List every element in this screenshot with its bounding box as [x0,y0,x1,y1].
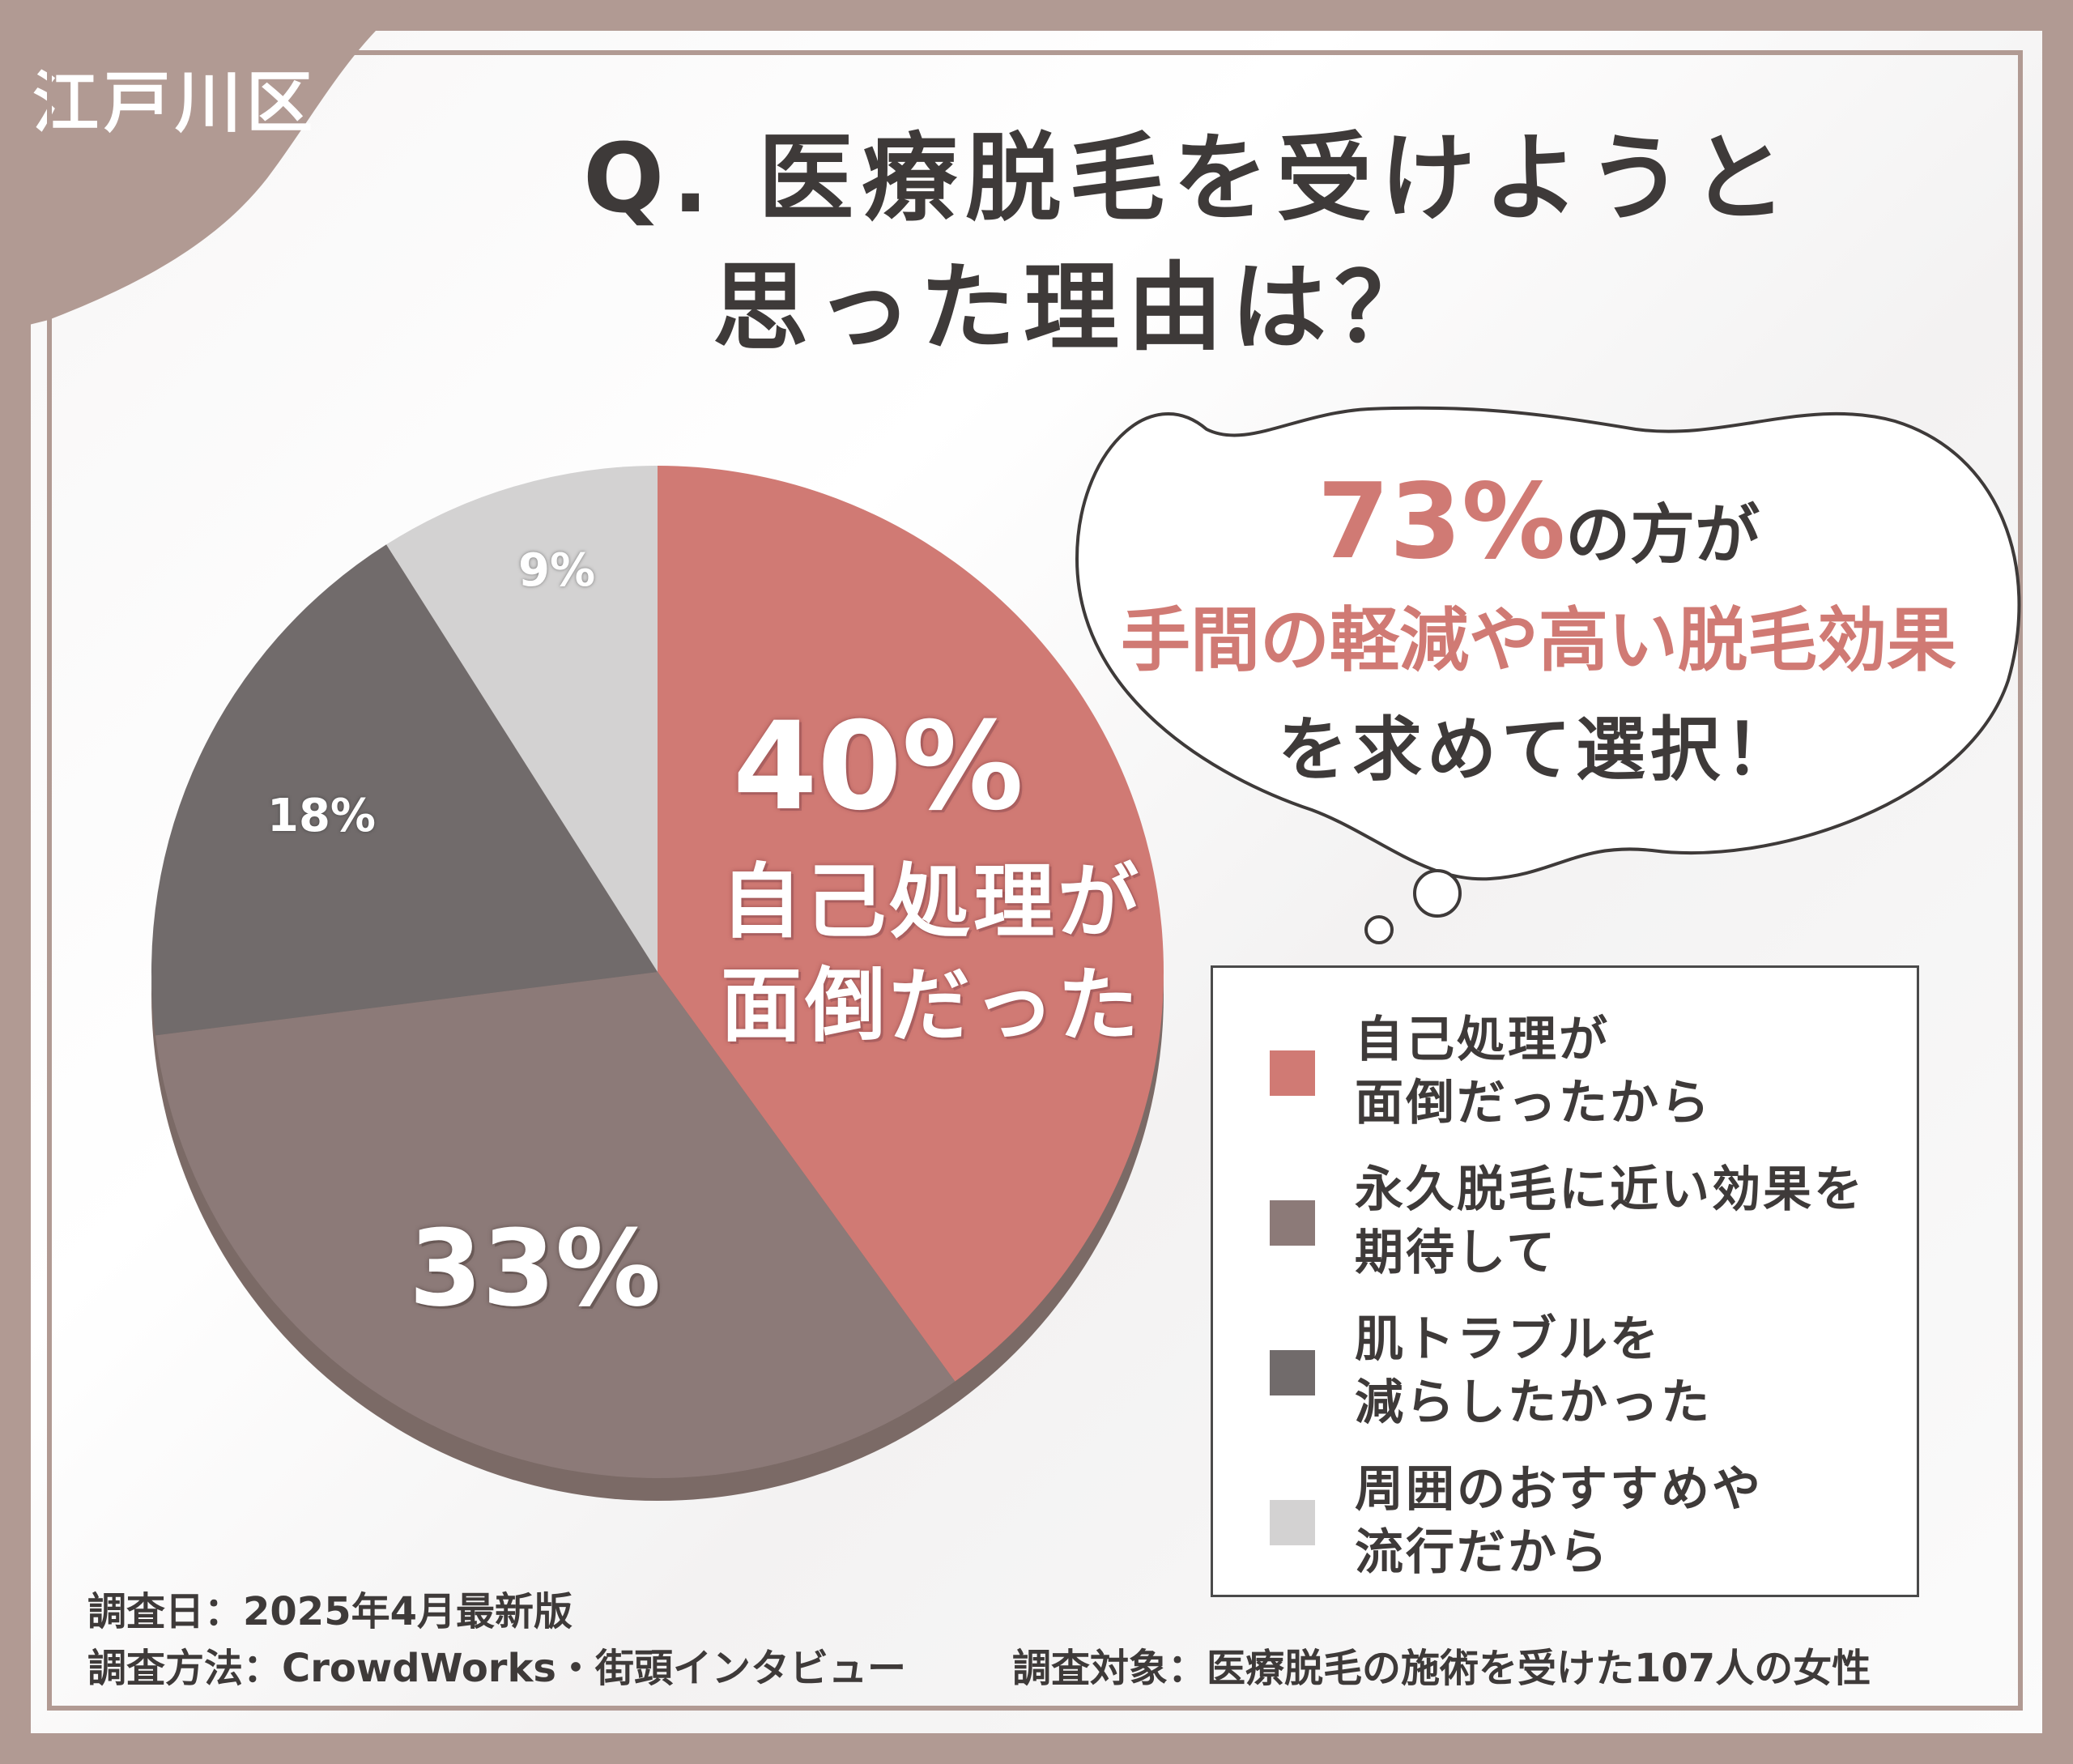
legend-label-4-line-1: 周囲のおすすめや [1355,1461,1763,1518]
page-title: Q. 医療脱毛を受けようと 思った理由は？ [583,113,1879,373]
survey-method: 調査方法：CrowdWorks・街頭インタビュー [87,1646,906,1691]
pie-slice-4 [386,466,658,972]
legend-label-4: 周囲のおすすめや 流行だから [1355,1458,1922,1584]
speech-bubble-shape [1075,406,2021,881]
legend-label-3-line-1: 肌トラブルを [1355,1311,1661,1368]
title-line-2: 思った理由は？ [713,252,1439,364]
pie-slice-1 [658,466,1164,1382]
callout-line-1: 73%の方が [1085,462,1992,582]
legend-swatch-4 [1270,1500,1315,1545]
legend-label-3: 肌トラブルを 減らしたかった [1355,1308,1922,1434]
callout-line-1-rest: の方が [1565,497,1760,573]
bubble-dot-large [1413,869,1462,918]
callout-line-3: を求めて選択！ [1278,709,1799,790]
survey-target: 調査対象：医療脱毛の施術を受けた107人の女性 [1012,1646,1871,1691]
legend-label-2-line-1: 永久脱毛に近い効果を [1355,1161,1865,1218]
legend-label-1: 自己処理が 面倒だったから [1355,1008,1922,1135]
legend-label-4-line-2: 流行だから [1355,1524,1610,1581]
pie-slice-2 [155,972,956,1478]
survey-date: 調査日：2025年4月最新版 [87,1589,573,1634]
legend-label-2-line-2: 期待して [1355,1225,1558,1281]
region-tag: 江戸川区 [32,65,318,142]
region-corner-tab [0,0,409,332]
slice-label-1-line-1: 自己処理が [721,854,1142,949]
speech-bubble [1075,406,2021,944]
legend-label-1-line-1: 自己処理が [1355,1012,1610,1068]
pie-slice-3 [151,544,658,1036]
legend-label-2: 永久脱毛に近い効果を 期待して [1355,1158,1922,1285]
callout-percent: 73% [1317,462,1566,582]
legend-swatch-1 [1270,1050,1315,1096]
legend-label-3-line-2: 減らしたかった [1355,1374,1712,1431]
chart-legend: 自己処理が 面倒だったから 永久脱毛に近い効果を 期待して 肌トラブルを 減らし… [1211,965,1919,1597]
slice-label-2-percent: 33% [409,1207,662,1330]
slice-label-1-description: 自己処理が 面倒だった [721,850,1142,1058]
legend-swatch-2 [1270,1200,1315,1246]
slice-label-1-line-2: 面倒だった [721,958,1142,1053]
callout-line-2: 手間の軽減や高い脱毛効果 [1121,600,1956,681]
slice-label-4-percent: 9% [518,544,596,597]
slice-label-3-percent: 18% [267,790,377,842]
bubble-dot-small [1364,915,1394,944]
title-line-1: Q. 医療脱毛を受けようと [583,122,1795,234]
slice-label-1-percent: 40% [733,697,1024,837]
legend-swatch-3 [1270,1350,1315,1395]
legend-label-1-line-2: 面倒だったから [1355,1075,1712,1131]
